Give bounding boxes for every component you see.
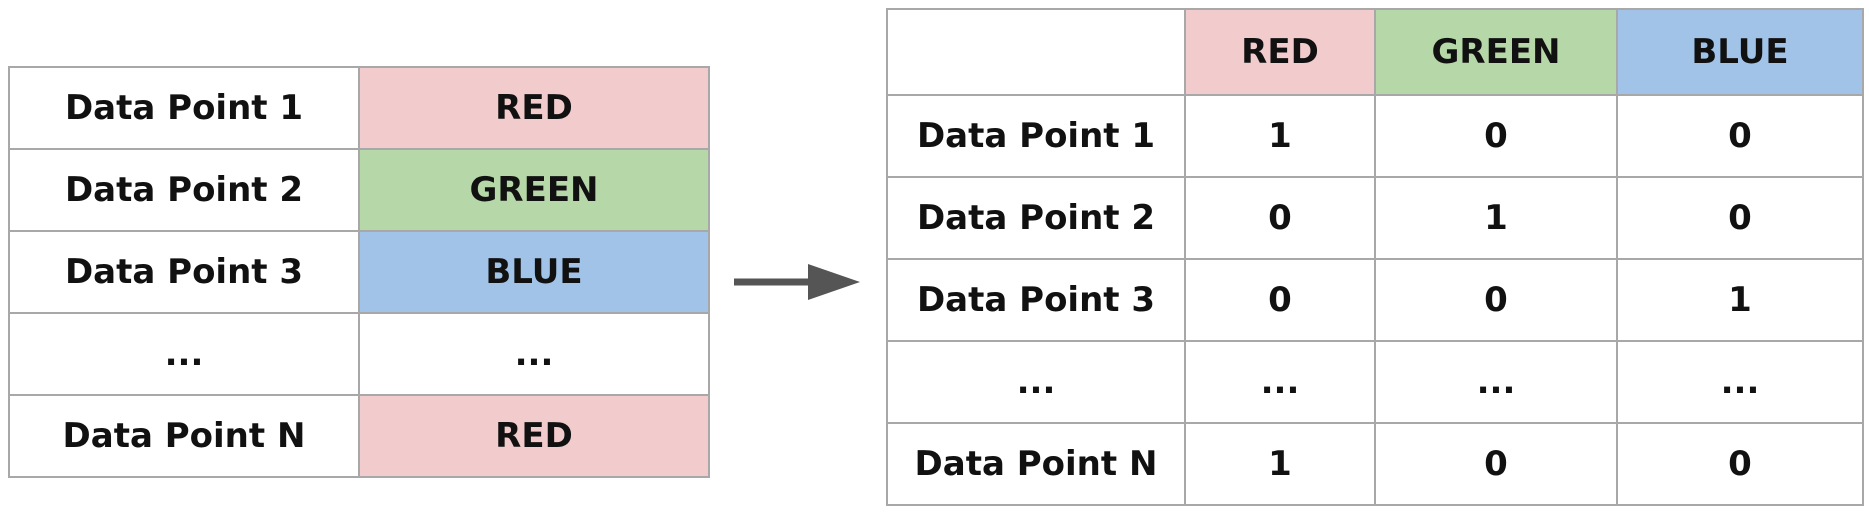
row-label: Data Point 2 <box>886 176 1186 260</box>
row-label: Data Point 3 <box>886 258 1186 342</box>
category-cell: GREEN <box>358 148 710 232</box>
corner-cell <box>886 8 1186 96</box>
column-header: BLUE <box>1616 8 1864 96</box>
value-cell: 1 <box>1616 258 1864 342</box>
column-header: RED <box>1184 8 1376 96</box>
value-cell: 0 <box>1184 176 1376 260</box>
value-cell: 0 <box>1374 258 1618 342</box>
table-row: Data Point N RED <box>8 394 710 478</box>
value-cell: 0 <box>1616 94 1864 178</box>
value-cell: 0 <box>1616 176 1864 260</box>
value-cell: ... <box>1616 340 1864 424</box>
row-label: ... <box>886 340 1186 424</box>
one-hot-table: RED GREEN BLUE Data Point 1 1 0 0 Data P… <box>886 8 1864 506</box>
category-cell: RED <box>358 66 710 150</box>
table-row: Data Point 3 BLUE <box>8 230 710 314</box>
row-label: Data Point 3 <box>8 230 360 314</box>
table-row: Data Point 2 0 1 0 <box>886 176 1864 260</box>
right-arrow-icon <box>734 264 860 300</box>
value-cell: 1 <box>1184 94 1376 178</box>
table-row: ... ... ... ... <box>886 340 1864 424</box>
categorical-table: Data Point 1 RED Data Point 2 GREEN Data… <box>8 66 710 478</box>
value-cell: 1 <box>1184 422 1376 506</box>
category-cell: ... <box>358 312 710 396</box>
column-header: GREEN <box>1374 8 1618 96</box>
table-row: ... ... <box>8 312 710 396</box>
row-label: Data Point N <box>8 394 360 478</box>
row-label: Data Point 1 <box>886 94 1186 178</box>
row-label: Data Point 2 <box>8 148 360 232</box>
table-row: Data Point 2 GREEN <box>8 148 710 232</box>
value-cell: 0 <box>1374 422 1618 506</box>
header-row: RED GREEN BLUE <box>886 8 1864 96</box>
table-row: Data Point 3 0 0 1 <box>886 258 1864 342</box>
table-row: Data Point 1 1 0 0 <box>886 94 1864 178</box>
row-label: Data Point 1 <box>8 66 360 150</box>
value-cell: 0 <box>1184 258 1376 342</box>
value-cell: ... <box>1184 340 1376 424</box>
table-row: Data Point N 1 0 0 <box>886 422 1864 506</box>
category-cell: BLUE <box>358 230 710 314</box>
value-cell: ... <box>1374 340 1618 424</box>
row-label: ... <box>8 312 360 396</box>
value-cell: 0 <box>1616 422 1864 506</box>
table-row: Data Point 1 RED <box>8 66 710 150</box>
row-label: Data Point N <box>886 422 1186 506</box>
category-cell: RED <box>358 394 710 478</box>
value-cell: 0 <box>1374 94 1618 178</box>
value-cell: 1 <box>1374 176 1618 260</box>
